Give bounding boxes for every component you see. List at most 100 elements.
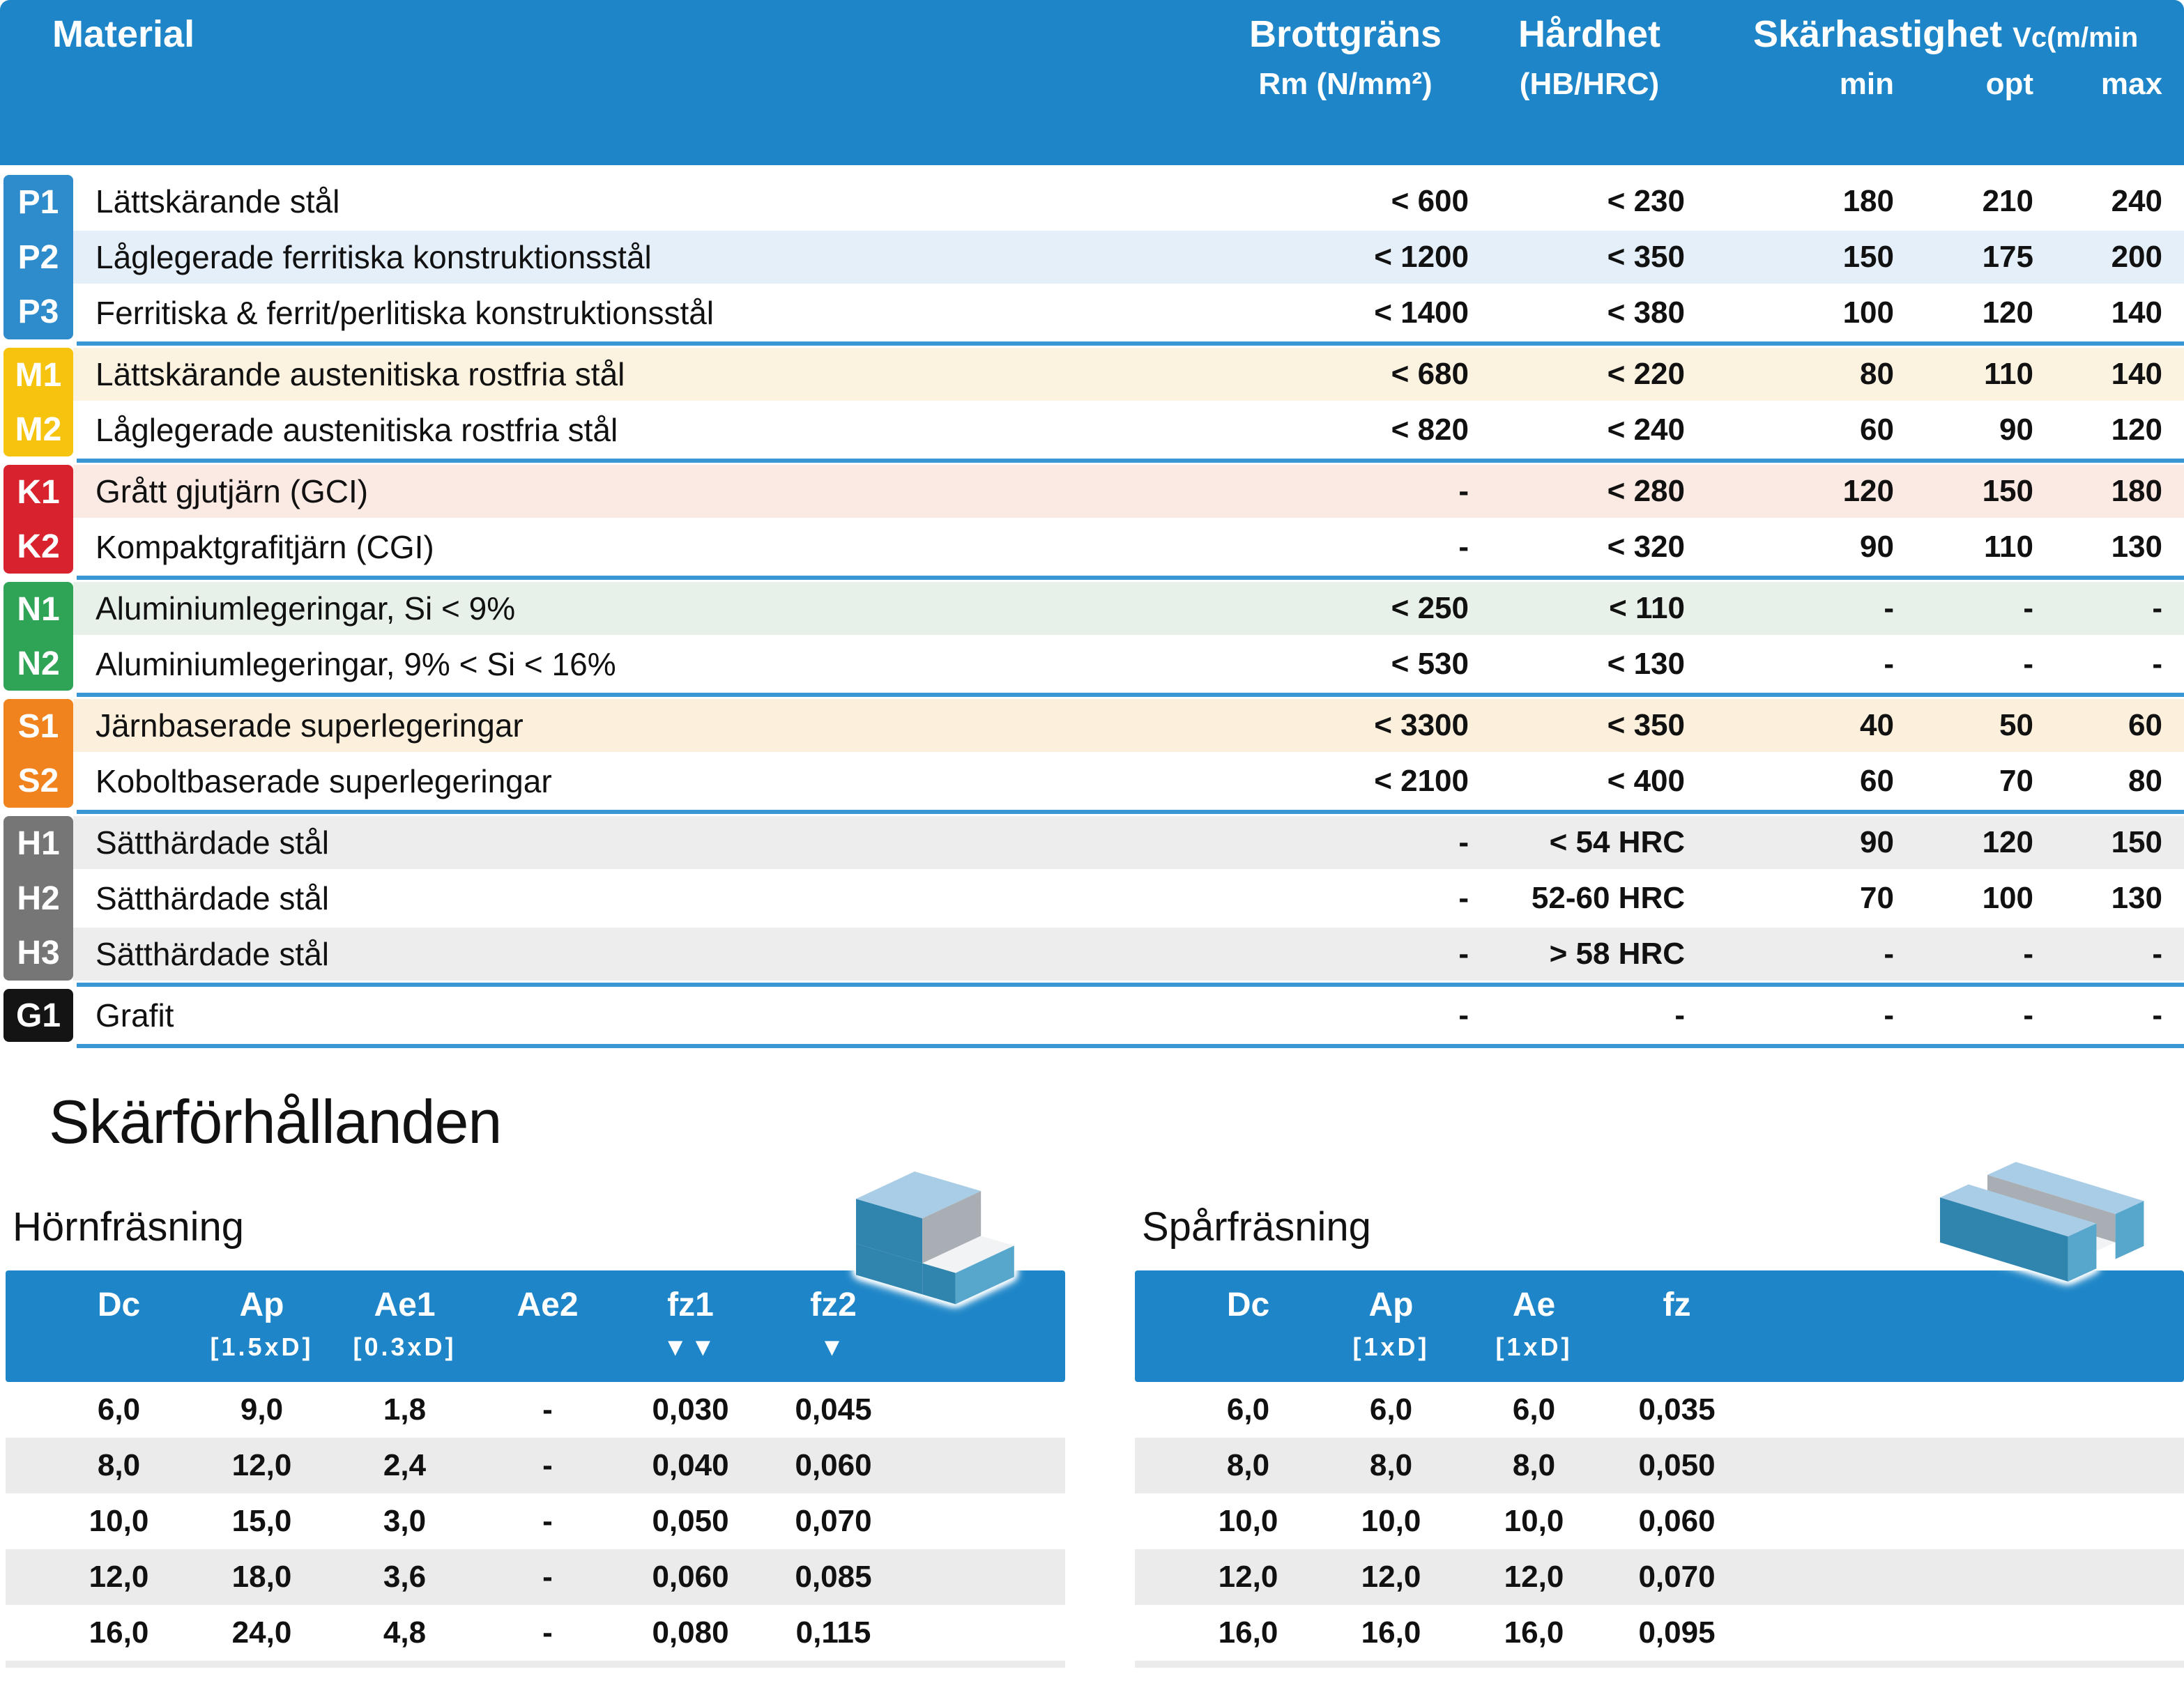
- value-cell: -: [542, 1560, 553, 1594]
- slot-milling-groove-block-icon: [1940, 1162, 2144, 1282]
- column-header-dc: Dc: [1226, 1286, 1270, 1323]
- material-name-cell: Låglegerade austenitiska rostfria stål: [96, 412, 618, 448]
- hb-value-cell: < 380: [1607, 295, 1685, 330]
- material-name-cell: Aluminiumlegeringar, 9% < Si < 16%: [96, 646, 616, 682]
- column-subheader-rm: Rm (N/mm²): [1258, 67, 1433, 101]
- value-cell: 15,0: [231, 1504, 292, 1538]
- group-separator: [0, 574, 2184, 582]
- value-cell: 12,0: [1218, 1560, 1278, 1594]
- max-value-cell: -: [2152, 998, 2162, 1032]
- material-code-badge: K2: [17, 528, 60, 565]
- opt-value-cell: 90: [1999, 413, 2033, 447]
- group-separator: [0, 808, 2184, 816]
- column-header-fz: fz: [1663, 1286, 1691, 1323]
- material-code-badge: K1: [17, 473, 60, 511]
- material-table: Material Brottgräns Hårdhet Skärhastighe…: [0, 0, 2184, 1050]
- table-row: 10,0 15,0 3,0 - 0,050 0,070: [6, 1493, 1065, 1549]
- value-cell: 6,0: [1226, 1392, 1270, 1427]
- table-row: Sätthärdade stål - < 54 HRC 90 120 150: [73, 816, 2184, 869]
- column-subheader-dc: [47, 1332, 190, 1362]
- hb-value-cell: < 350: [1607, 708, 1685, 742]
- hb-value-cell: < 230: [1607, 184, 1685, 218]
- vc-unit-label: Vc(m/min: [2013, 22, 2139, 53]
- table-row: Grått gjutjärn (GCI) - < 280 120 150 180: [73, 465, 2184, 518]
- value-cell: 0,040: [652, 1448, 729, 1482]
- max-value-cell: 140: [2111, 295, 2162, 330]
- material-name-cell: Järnbaserade superlegeringar: [96, 707, 524, 744]
- column-header-skarhastighet: Skärhastighet Vc(m/min: [1697, 13, 2175, 56]
- material-name-cell: Sätthärdade stål: [96, 824, 330, 861]
- opt-value-cell: -: [2023, 998, 2033, 1032]
- rm-value-cell: -: [1458, 825, 1469, 859]
- material-name-cell: Sätthärdade stål: [96, 880, 330, 916]
- value-cell: 10,0: [1504, 1504, 1564, 1538]
- max-value-cell: 180: [2111, 474, 2162, 508]
- material-badge-column: S1 S2: [3, 699, 73, 808]
- material-name-cell: Ferritiska & ferrit/perlitiska konstrukt…: [96, 295, 715, 331]
- hb-value-cell: < 130: [1607, 647, 1685, 681]
- max-value-cell: 200: [2111, 240, 2162, 274]
- hb-value-cell: < 110: [1609, 591, 1685, 625]
- material-code-badge: M2: [15, 410, 62, 448]
- material-code-badge: H1: [17, 824, 60, 862]
- min-value-cell: 80: [1860, 357, 1894, 391]
- opt-value-cell: 210: [1982, 184, 2033, 218]
- column-header-ae1: Ae1: [374, 1286, 436, 1323]
- table-row: 8,0 12,0 2,4 - 0,040 0,060: [6, 1438, 1065, 1493]
- value-cell: 1,8: [383, 1392, 427, 1427]
- material-name-cell: Koboltbaserade superlegeringar: [96, 763, 552, 799]
- table-row: Ferritiska & ferrit/perlitiska konstrukt…: [73, 286, 2184, 339]
- max-value-cell: 130: [2111, 530, 2162, 564]
- material-code-badge: P2: [17, 238, 59, 276]
- value-cell: 10,0: [1218, 1504, 1278, 1538]
- value-cell: 16,0: [89, 1615, 149, 1650]
- value-cell: 0,070: [1638, 1560, 1716, 1594]
- column-subheader-fz1: ▼▼: [662, 1332, 719, 1361]
- hb-value-cell: > 58 HRC: [1549, 937, 1685, 971]
- material-code-badge: M1: [15, 356, 62, 394]
- value-cell: 24,0: [231, 1615, 292, 1650]
- rm-value-cell: < 250: [1391, 591, 1469, 625]
- material-code-badge: N2: [17, 645, 60, 682]
- value-cell: 0,060: [795, 1448, 872, 1482]
- value-cell: 0,060: [1638, 1504, 1716, 1538]
- min-value-cell: 60: [1860, 764, 1894, 798]
- value-cell: 0,030: [652, 1392, 729, 1427]
- material-group: S1 S2 Järnbaserade superlegeringar < 3300 < …: [0, 699, 2184, 808]
- value-cell: 0,050: [1638, 1448, 1716, 1482]
- material-group: G1 Grafit - - - - -: [0, 989, 2184, 1042]
- min-value-cell: 100: [1842, 295, 1894, 330]
- hb-value-cell: < 350: [1607, 240, 1685, 274]
- table-row: Låglegerade ferritiska konstruktionsstål…: [73, 231, 2184, 284]
- value-cell: 0,095: [1638, 1615, 1716, 1650]
- slot-table-cutoff-row: [1135, 1661, 2184, 1668]
- value-cell: 6,0: [97, 1392, 141, 1427]
- material-name-cell: Låglegerade ferritiska konstruktionsstål: [96, 239, 652, 275]
- column-subheader-fz: [1605, 1332, 1748, 1362]
- value-cell: 12,0: [1504, 1560, 1564, 1594]
- rm-value-cell: < 3300: [1374, 708, 1469, 742]
- hb-value-cell: -: [1674, 998, 1685, 1032]
- value-cell: 0,035: [1638, 1392, 1716, 1427]
- group-separator: [0, 1042, 2184, 1050]
- group-separator: [0, 456, 2184, 465]
- max-value-cell: 120: [2111, 413, 2162, 447]
- max-value-cell: -: [2152, 937, 2162, 971]
- rm-value-cell: -: [1458, 937, 1469, 971]
- rm-value-cell: < 1400: [1374, 295, 1469, 330]
- hb-value-cell: < 320: [1607, 530, 1685, 564]
- hb-value-cell: 52-60 HRC: [1531, 881, 1685, 915]
- value-cell: 2,4: [383, 1448, 427, 1482]
- column-subheader-hb: (HB/HRC): [1519, 67, 1660, 101]
- hb-value-cell: < 280: [1607, 474, 1685, 508]
- material-table-header: Material Brottgräns Hårdhet Skärhastighe…: [0, 0, 2184, 165]
- table-row: 10,0 10,0 10,0 0,060: [1135, 1493, 2184, 1549]
- group-separator: [0, 339, 2184, 348]
- min-value-cell: -: [1884, 998, 1894, 1032]
- max-value-cell: 150: [2111, 825, 2162, 859]
- value-cell: 8,0: [1226, 1448, 1270, 1482]
- column-header-ae: Ae: [1512, 1286, 1556, 1323]
- table-row: Aluminiumlegeringar, 9% < Si < 16% < 530 <…: [73, 638, 2184, 691]
- min-value-cell: -: [1884, 647, 1894, 681]
- opt-value-cell: 100: [1982, 881, 2033, 915]
